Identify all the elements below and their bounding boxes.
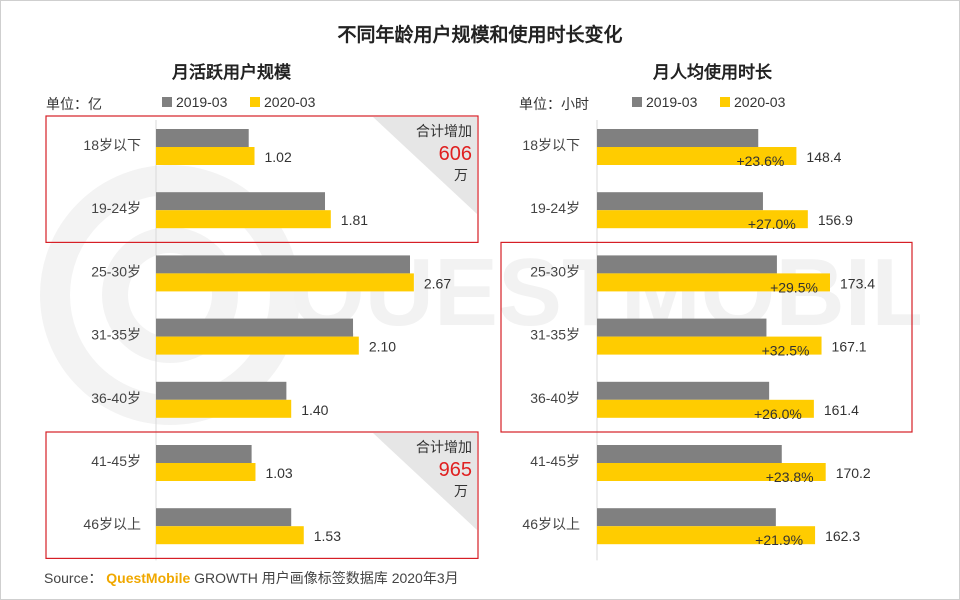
bar-2020 [156, 210, 331, 229]
category-label: 19-24岁 [91, 200, 141, 216]
data-label: 162.3 [825, 528, 860, 544]
bar-2020 [156, 273, 414, 292]
category-label: 25-30岁 [530, 263, 580, 279]
source-line: Source： QuestMobile GROWTH 用户画像标签数据库 202… [44, 570, 459, 586]
bar-2020 [597, 147, 797, 165]
bar-2020 [597, 273, 830, 292]
left-subtitle: 月活跃用户规模 [172, 63, 291, 82]
category-label: 46岁以上 [522, 516, 580, 532]
right-unit-label: 单位：小时 [519, 96, 589, 112]
callout-unit: 万 [454, 483, 468, 499]
chart-title: 不同年龄用户规模和使用时长变化 [337, 25, 623, 46]
data-label: 1.03 [265, 465, 292, 481]
bar-2019 [156, 381, 287, 400]
bar-2019 [156, 129, 249, 147]
bar-2020 [597, 463, 826, 481]
callout-unit: 万 [454, 167, 468, 183]
category-label: 41-45岁 [530, 453, 580, 469]
bar-2019 [156, 508, 292, 527]
bar-2019 [597, 381, 770, 400]
bar-2020 [597, 210, 808, 229]
data-label: 148.4 [806, 149, 841, 165]
growth-label: +23.8% [766, 469, 814, 485]
data-label: 1.81 [341, 212, 368, 228]
data-label: 161.4 [824, 402, 859, 418]
data-label: 1.40 [301, 402, 328, 418]
bar-2020 [156, 399, 292, 418]
bar-2019 [597, 129, 759, 147]
data-label: 2.67 [424, 275, 451, 291]
bar-2019 [156, 445, 252, 463]
bar-2020 [156, 463, 256, 481]
bar-2020 [156, 336, 359, 355]
bar-2020 [597, 336, 822, 355]
callout-value: 965 [439, 459, 472, 481]
data-label: 156.9 [818, 212, 853, 228]
bar-2019 [156, 318, 354, 337]
bar-2019 [597, 318, 767, 337]
data-label: 170.2 [836, 465, 871, 481]
growth-label: +21.9% [755, 532, 803, 548]
bar-2019 [597, 192, 763, 211]
bar-2019 [597, 445, 782, 463]
category-label: 36-40岁 [530, 390, 580, 406]
category-label: 36-40岁 [91, 390, 141, 406]
highlight-box [45, 115, 479, 244]
category-label: 18岁以下 [83, 137, 141, 153]
left-legend-2019: 2019-03 [162, 94, 227, 110]
legend-swatch-2020 [250, 97, 260, 108]
data-label: 1.53 [314, 528, 341, 544]
right-legend-2019: 2019-03 [632, 94, 697, 110]
legend-swatch-2019 [162, 97, 172, 108]
bar-2019 [156, 255, 410, 274]
questmobile-brand: QuestMobile [106, 570, 191, 586]
category-label: 31-35岁 [91, 327, 141, 343]
callout-label: 合计增加 [416, 439, 472, 455]
category-label: 46岁以上 [83, 516, 141, 532]
growth-label: +32.5% [762, 343, 810, 359]
highlight-box [500, 241, 913, 433]
left-legend-2020: 2020-03 [250, 94, 315, 110]
category-label: 25-30岁 [91, 263, 141, 279]
bar-2020 [597, 526, 816, 545]
growth-label: +27.0% [748, 216, 796, 232]
callout-label: 合计增加 [416, 123, 472, 139]
highlight-box [45, 431, 479, 560]
callout-corner [373, 117, 477, 214]
bar-2020 [156, 526, 304, 545]
bar-2019 [156, 192, 326, 211]
growth-label: +23.6% [736, 153, 784, 169]
category-label: 18岁以下 [522, 137, 580, 153]
category-label: 19-24岁 [530, 200, 580, 216]
left-unit-label: 单位：亿 [46, 96, 102, 112]
legend-swatch-2020 [720, 97, 730, 108]
right-legend-2020: 2020-03 [720, 94, 785, 110]
growth-label: +29.5% [770, 279, 818, 295]
data-label: 1.02 [265, 149, 292, 165]
bar-2020 [156, 147, 255, 165]
data-label: 173.4 [840, 275, 875, 291]
callout-value: 606 [439, 143, 472, 165]
data-label: 167.1 [832, 339, 867, 355]
bar-2020 [597, 399, 814, 418]
bar-2019 [597, 255, 777, 274]
legend-swatch-2019 [632, 97, 642, 108]
growth-label: +26.0% [754, 406, 802, 422]
category-label: 41-45岁 [91, 453, 141, 469]
category-label: 31-35岁 [530, 327, 580, 343]
bar-2019 [597, 508, 776, 527]
callout-corner [373, 433, 477, 530]
right-subtitle: 月人均使用时长 [653, 63, 772, 82]
data-label: 2.10 [369, 339, 396, 355]
